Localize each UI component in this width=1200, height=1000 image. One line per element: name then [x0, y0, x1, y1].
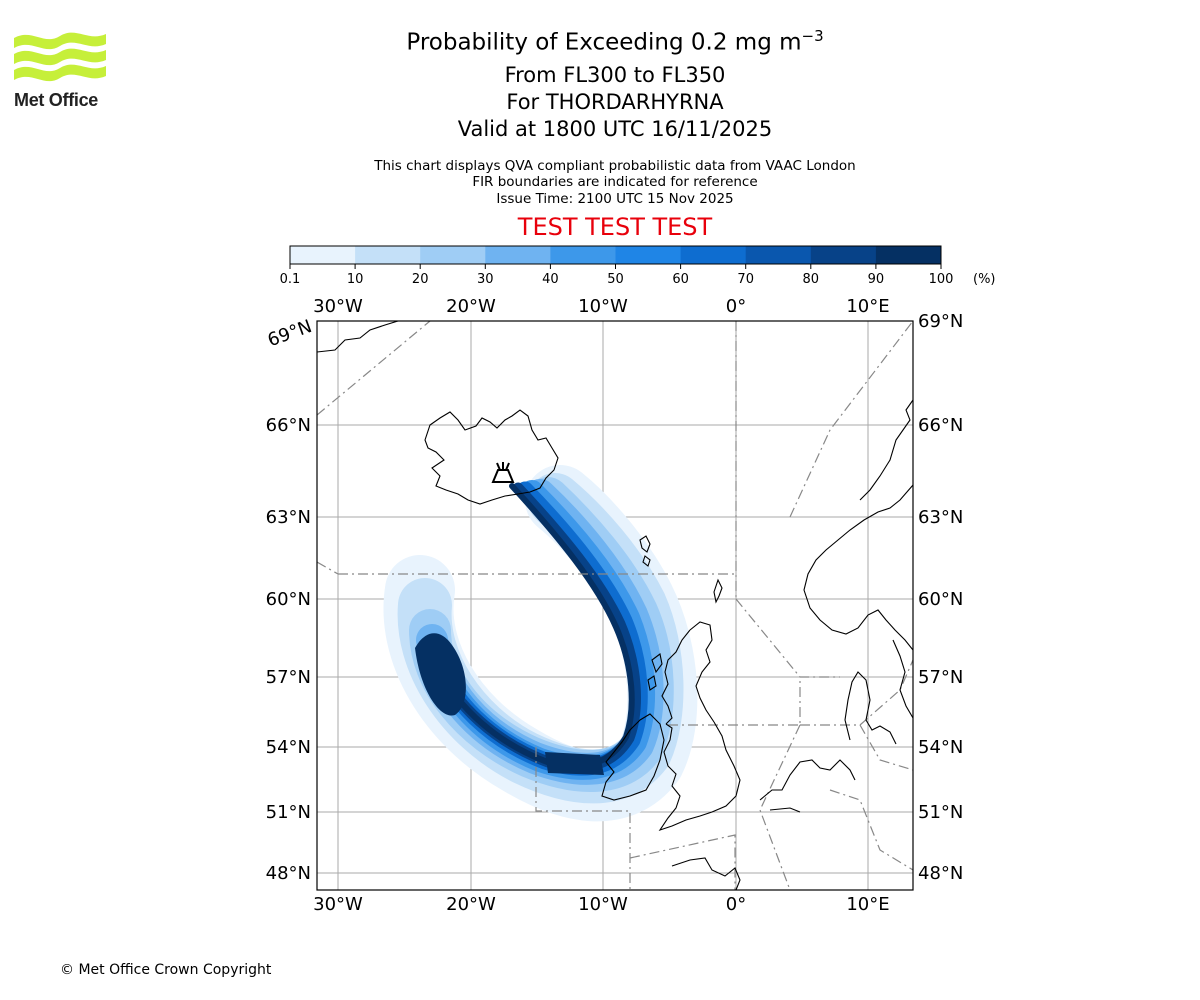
colorbar-cell [680, 246, 747, 264]
lat-label-left: 57°N [266, 667, 311, 688]
lon-label-top: 10°W [578, 296, 628, 317]
volcano-line: For THORDARHYRNA [506, 90, 724, 114]
lat-label-left: 60°N [266, 589, 311, 610]
colorbar-cell [355, 246, 421, 264]
colorbar-cell [615, 246, 682, 264]
fir-boundaries [317, 321, 913, 890]
lon-label-top: 30°W [313, 296, 363, 317]
lat-label-right: 51°N [918, 802, 963, 823]
lat-label-right: 60°N [918, 589, 963, 610]
subtitle-line-2: FIR boundaries are indicated for referen… [472, 174, 758, 190]
colorbar-tick-label: 10 [347, 272, 364, 287]
lat-label-right: 54°N [918, 737, 963, 758]
lon-label-bottom: 30°W [313, 894, 363, 915]
lat-label-left: 66°N [266, 415, 311, 436]
lon-label-bottom: 20°W [446, 894, 496, 915]
lat-label-left: 69°N [265, 316, 315, 351]
lon-label-top: 10°E [846, 296, 889, 317]
chart-title: Probability of Exceeding 0.2 mg m−3 [0, 27, 1200, 56]
colorbar-tick-label: 0.1 [280, 272, 301, 287]
colorbar-tick-label: 20 [412, 272, 429, 287]
colorbar-tick-label: 80 [803, 272, 820, 287]
colorbar: 0.1 10 20 30 40 50 60 70 80 90 100 (%) [280, 245, 996, 287]
colorbar-unit: (%) [973, 272, 996, 287]
colorbar-tick-label: 50 [607, 272, 624, 287]
lon-label-top: 0° [726, 296, 746, 317]
lon-label-bottom: 10°W [578, 894, 628, 915]
map-frame [316, 320, 914, 891]
volcano-icon [491, 462, 515, 483]
valid-time-line: Valid at 1800 UTC 16/11/2025 [457, 117, 773, 141]
test-banner: TEST TEST TEST [517, 213, 713, 241]
title-superscript: −3 [801, 27, 824, 45]
colorbar-cell [485, 246, 551, 264]
lat-label-right: 63°N [918, 507, 963, 528]
lon-label-bottom: 10°E [846, 894, 889, 915]
colorbar-cell [550, 246, 616, 264]
colorbar-tick-label: 70 [737, 272, 754, 287]
colorbar-cell [420, 246, 486, 264]
lat-label-right: 57°N [918, 667, 963, 688]
colorbar-tick-label: 90 [868, 272, 885, 287]
lat-label-right: 48°N [918, 863, 963, 884]
copyright: © Met Office Crown Copyright [60, 962, 272, 978]
lat-label-left: 63°N [266, 507, 311, 528]
colorbar-cell [810, 246, 877, 264]
map: 30°W 20°W 10°W 0° 10°E 30°W 20°W 10°W 0° 10°E 69… [265, 296, 963, 915]
lon-label-top: 20°W [446, 296, 496, 317]
met-office-logo [14, 32, 106, 82]
lat-label-left: 48°N [266, 863, 311, 884]
colorbar-tick-label: 40 [542, 272, 559, 287]
colorbar-cell [290, 246, 356, 264]
flight-level-line: From FL300 to FL350 [504, 63, 726, 87]
subtitle-line-1: This chart displays QVA compliant probab… [374, 158, 856, 174]
colorbar-tick-label: 60 [672, 272, 689, 287]
colorbar-tick-label: 100 [929, 272, 954, 287]
lat-label-left: 54°N [266, 737, 311, 758]
colorbar-cell [745, 246, 812, 264]
coastlines [317, 321, 913, 890]
title-main: Probability of Exceeding 0.2 mg m [406, 29, 802, 56]
lat-label-right: 66°N [918, 415, 963, 436]
lat-label-right: 69°N [918, 311, 963, 332]
logo-name: Met Office [14, 90, 99, 110]
issue-time: Issue Time: 2100 UTC 15 Nov 2025 [496, 191, 734, 207]
lon-label-bottom: 0° [726, 894, 746, 915]
lat-label-left: 51°N [266, 802, 311, 823]
colorbar-tick-label: 30 [477, 272, 494, 287]
colorbar-cell [875, 246, 942, 264]
